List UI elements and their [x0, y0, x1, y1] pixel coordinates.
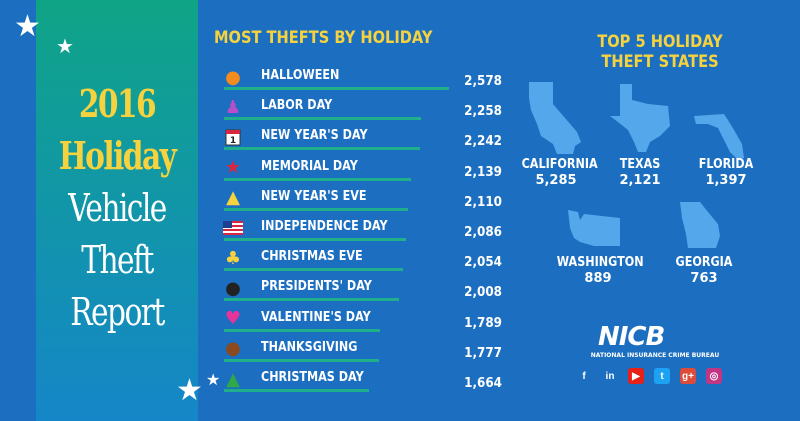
star-icon: ★: [56, 34, 74, 58]
holiday-bar: [224, 147, 420, 151]
california-map-icon: [529, 82, 581, 154]
googleplus-icon[interactable]: g+: [680, 368, 696, 384]
star-icon: ★: [176, 373, 203, 408]
holiday-bar: [224, 328, 380, 332]
state-name: TEXAS: [619, 157, 661, 172]
holiday-row: ♥ VALENTINE'S DAY 1,789: [222, 308, 522, 336]
holiday-name: INDEPENDENCE DAY: [261, 219, 388, 234]
states-title-line2: THEFT STATES: [601, 52, 719, 72]
holiday-bar: [224, 238, 406, 241]
holiday-row: ● HALLOWEEN 2,578: [222, 66, 522, 94]
state-name: GEORGIA: [675, 255, 733, 270]
holiday-value: 2,086: [464, 225, 502, 240]
instagram-icon[interactable]: ◎: [706, 368, 722, 384]
linkedin-icon[interactable]: in: [602, 368, 618, 384]
states-title-line1: TOP 5 HOLIDAY: [597, 32, 723, 52]
holiday-value: 2,139: [464, 164, 502, 180]
holiday-row: 1 NEW YEAR'S DAY 2,242: [222, 126, 522, 154]
star-icon: ★: [206, 370, 221, 389]
patriotic-badge-icon: ●: [225, 277, 241, 299]
state-value: 5,285: [535, 173, 577, 188]
holiday-row: ▲ NEW YEAR'S EVE 2,110: [222, 187, 522, 215]
holiday-bar: [224, 268, 403, 272]
list-title: MOST THEFTS BY HOLIDAY: [214, 28, 433, 48]
turkey-icon: ●: [225, 338, 241, 360]
party-hat-icon: ▲: [226, 187, 240, 209]
svg-text:1: 1: [230, 136, 236, 146]
state-value: 1,397: [705, 173, 747, 188]
holiday-row: ● THANKSGIVING 1,777: [222, 338, 522, 366]
logo-wordmark: NICB: [598, 322, 665, 352]
report-title-vehicle: Vehicle: [68, 186, 167, 230]
holiday-name: HALLOWEEN: [261, 68, 340, 83]
holiday-name: VALENTINE'S DAY: [261, 309, 371, 325]
holiday-bar: [224, 358, 379, 362]
us-flag-icon: [222, 217, 244, 239]
holiday-bar: [224, 117, 421, 121]
texas-map-icon: [610, 84, 670, 152]
holiday-name: PRESIDENTS' DAY: [261, 279, 372, 295]
holiday-value: 2,054: [464, 255, 502, 271]
star-icon: ★: [224, 157, 242, 179]
christmas-tree-icon: ▲: [226, 368, 240, 390]
holiday-value: 1,789: [464, 315, 502, 331]
holiday-name: CHRISTMAS DAY: [261, 370, 364, 385]
holiday-value: 2,258: [464, 104, 502, 120]
holiday-bar: [224, 298, 399, 302]
holiday-value: 1,664: [464, 376, 502, 391]
workers-icon: ♟: [224, 96, 242, 118]
holiday-name: MEMORIAL DAY: [261, 158, 358, 174]
holiday-value: 1,777: [464, 345, 502, 361]
report-title-holiday: Holiday: [58, 133, 177, 178]
holiday-bar: [224, 389, 369, 392]
holiday-row: INDEPENDENCE DAY 2,086: [222, 217, 522, 245]
nicb-logo: NICB NATIONAL INSURANCE CRIME BUREAU: [591, 322, 719, 359]
holiday-name: NEW YEAR'S DAY: [261, 128, 368, 144]
holiday-row: ● PRESIDENTS' DAY 2,008: [222, 277, 522, 305]
holiday-value: 2,578: [464, 74, 502, 89]
state-value: 2,121: [619, 173, 661, 188]
report-title-report: Report: [70, 290, 165, 334]
holiday-row: ♟ LABOR DAY 2,258: [222, 96, 522, 124]
state-name: FLORIDA: [698, 157, 754, 172]
florida-map-icon: [694, 114, 744, 160]
calendar-icon: 1: [222, 126, 244, 148]
holiday-row: ♣ CHRISTMAS EVE 2,054: [222, 247, 522, 275]
report-title-theft: Theft: [81, 238, 154, 282]
holiday-bar: [224, 177, 411, 181]
holiday-value: 2,110: [464, 194, 502, 210]
holiday-row: ★ MEMORIAL DAY 2,139: [222, 157, 522, 185]
jack-o-lantern-icon: ●: [225, 66, 241, 88]
state-name: CALIFORNIA: [521, 157, 598, 172]
star-icon: ★: [14, 9, 41, 44]
holiday-bar: [224, 207, 408, 211]
washington-map-icon: [568, 210, 620, 246]
holiday-value: 2,008: [464, 285, 502, 301]
holiday-name: THANKSGIVING: [261, 339, 358, 355]
facebook-icon[interactable]: f: [576, 368, 592, 384]
holiday-row: ▲ CHRISTMAS DAY 1,664: [222, 368, 522, 396]
states-title: TOP 5 HOLIDAY THEFT STATES: [557, 32, 763, 72]
holiday-name: CHRISTMAS EVE: [261, 249, 363, 265]
report-year: 2016: [78, 81, 157, 126]
youtube-icon[interactable]: ▶: [628, 368, 644, 384]
twitter-icon[interactable]: t: [654, 368, 670, 384]
left-margin: [0, 0, 36, 421]
holiday-bar: [224, 87, 449, 90]
logo-tagline: NATIONAL INSURANCE CRIME BUREAU: [590, 352, 720, 359]
holiday-name: NEW YEAR'S EVE: [261, 188, 367, 204]
state-name: WASHINGTON: [556, 255, 644, 270]
title-panel: [36, 0, 198, 421]
state-value: 889: [584, 271, 612, 286]
georgia-map-icon: [680, 202, 720, 248]
heart-icon: ♥: [224, 308, 242, 330]
state-value: 763: [690, 271, 718, 286]
holiday-name: LABOR DAY: [261, 98, 333, 114]
bells-icon: ♣: [224, 247, 242, 269]
holiday-value: 2,242: [464, 134, 502, 150]
